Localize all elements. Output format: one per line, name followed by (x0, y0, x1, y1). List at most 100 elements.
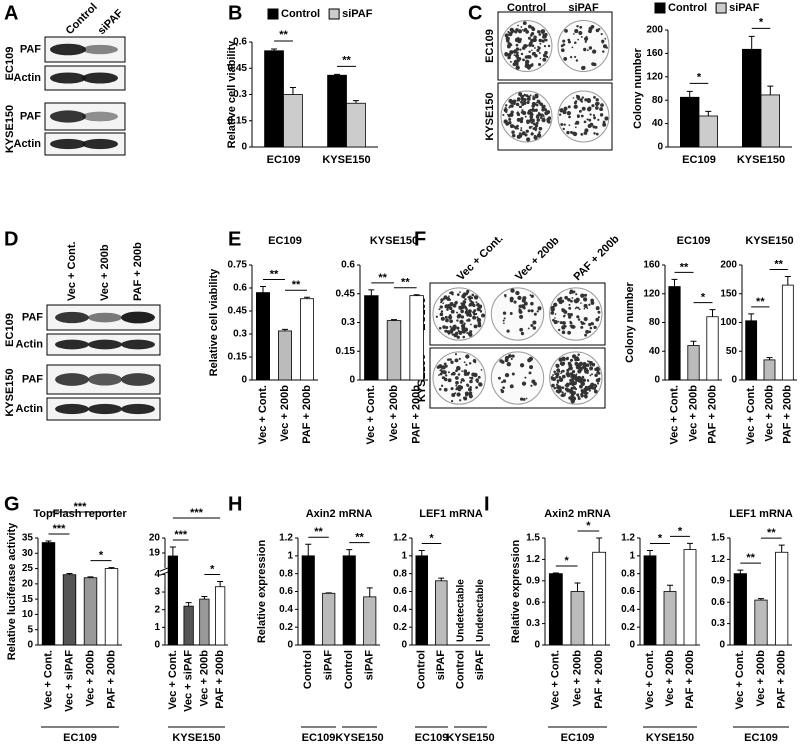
x-tick-label: Vec + 200b (571, 650, 583, 707)
colony (467, 331, 472, 336)
colony (561, 325, 566, 330)
y-axis-label: Colony number (624, 281, 636, 362)
colony (574, 377, 579, 382)
colony (532, 96, 536, 101)
colony (465, 292, 469, 295)
colony (577, 358, 580, 362)
colony (516, 117, 521, 122)
colony (450, 387, 454, 391)
x-tick-label: Control (343, 650, 355, 689)
colony (570, 393, 575, 398)
colony (453, 333, 458, 338)
x-tick-label: EC109 (267, 154, 301, 166)
colony (582, 362, 587, 366)
colony (567, 38, 571, 42)
colony (589, 113, 592, 116)
error-bar (758, 598, 764, 601)
colony (510, 288, 515, 293)
y-tick-label: 80 (652, 95, 664, 106)
y-axis-label: Relative cell viability (208, 268, 220, 376)
colony (503, 317, 506, 320)
y-tick-label: 20 (22, 578, 34, 589)
colony (568, 388, 573, 393)
colony (520, 331, 525, 336)
colony (476, 317, 482, 323)
bar (760, 94, 781, 148)
colony (583, 367, 588, 372)
colony (580, 293, 585, 298)
colony (599, 113, 604, 117)
colony (440, 298, 444, 302)
colony (515, 65, 520, 70)
significance-label: * (210, 563, 215, 575)
colony (572, 325, 576, 329)
x-tick-label: Control (302, 650, 314, 689)
colony (567, 367, 571, 370)
colony (593, 62, 597, 67)
colony (586, 49, 589, 52)
colony (460, 315, 465, 319)
y-tick-label: 0.3 (233, 89, 247, 100)
colony (449, 325, 452, 328)
colony (444, 305, 447, 309)
y-tick-label: 0.75 (228, 260, 248, 271)
colony (438, 308, 441, 311)
colony (506, 329, 510, 333)
colony (440, 310, 444, 313)
colony (563, 393, 566, 397)
colony (447, 358, 450, 361)
colony (553, 302, 558, 307)
colony (592, 386, 597, 390)
colony (604, 37, 607, 40)
x-tick-label: Vec + 200b (198, 650, 210, 707)
colony (530, 301, 534, 306)
colony (536, 118, 540, 122)
colony (463, 361, 466, 364)
colony (593, 325, 597, 330)
colony (567, 330, 572, 335)
bar (386, 320, 402, 381)
colony (462, 396, 466, 400)
x-tick-label: PAF + 200b (301, 385, 313, 444)
significance-label: * (697, 71, 702, 83)
x-tick-label: PAF + 200b (411, 385, 423, 444)
colony (536, 48, 540, 53)
y-tick-label: 0.9 (526, 575, 540, 586)
colony (586, 371, 589, 374)
blot-band (121, 403, 155, 415)
x-tick-label: siPAF (474, 650, 486, 681)
colony (524, 376, 527, 379)
colony (575, 373, 578, 376)
error-bar (289, 87, 296, 95)
colony (584, 390, 587, 393)
colony (515, 51, 519, 55)
plate-column-label: Vec + 200b (513, 234, 562, 283)
y-tick-label: 0.9 (711, 575, 725, 586)
colony (539, 102, 544, 106)
y-tick-label: 0 (731, 375, 737, 386)
colony (525, 129, 529, 133)
bar (415, 555, 428, 646)
colony (520, 94, 524, 99)
colony (597, 316, 600, 319)
colony (577, 362, 582, 368)
colony (502, 379, 507, 383)
colony (588, 330, 592, 333)
colony (531, 44, 535, 48)
colony (520, 97, 525, 101)
colony (593, 389, 598, 394)
panel-letter: C (468, 2, 482, 24)
colony (461, 370, 463, 372)
colony (585, 35, 588, 38)
y-tick-label: 1 (401, 550, 407, 561)
colony (533, 135, 538, 140)
colony (563, 123, 566, 126)
blot-column-label: siPAF (96, 7, 126, 37)
colony (521, 109, 524, 112)
error-bar (778, 544, 785, 553)
cell-line-label: KYSE150 (4, 105, 16, 153)
plate-column-label: siPAF (568, 2, 599, 14)
colony (438, 326, 442, 330)
colony (562, 43, 566, 47)
significance-label: * (678, 525, 683, 537)
